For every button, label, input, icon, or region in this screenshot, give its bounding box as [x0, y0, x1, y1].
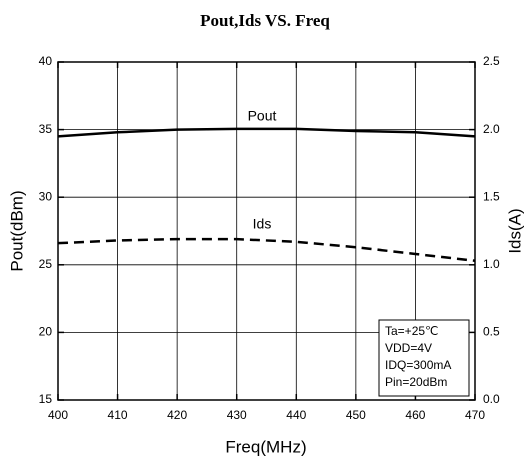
y2-tick-label: 2.5 — [483, 54, 500, 68]
note: VDD=4V — [385, 341, 432, 355]
note: Pin=20dBm — [385, 375, 447, 389]
x-tick-label: 470 — [465, 408, 485, 422]
x-axis-label: Freq(MHz) — [225, 437, 306, 456]
y-tick-label: 20 — [39, 325, 53, 339]
series-line — [57, 127, 476, 138]
y2-tick-label: 0.5 — [483, 325, 500, 339]
y-tick-label: 30 — [39, 189, 53, 203]
y2-tick-label: 1.5 — [483, 189, 500, 203]
x-tick-label: 420 — [167, 408, 187, 422]
y-tick-label: 40 — [39, 54, 53, 68]
series-label: Pout — [248, 108, 277, 124]
plot-frame — [57, 61, 476, 401]
note: IDQ=300mA — [385, 358, 451, 372]
x-tick-label: 440 — [286, 408, 306, 422]
note: Ta=+25℃ — [385, 324, 439, 338]
series-label: Ids — [253, 216, 272, 232]
x-tick-label: 410 — [108, 408, 128, 422]
y2-tick-label: 0.0 — [483, 392, 500, 406]
x-tick-label: 450 — [346, 408, 366, 422]
chart-title: Pout,Ids VS. Freq — [200, 11, 330, 30]
x-tick-label: 400 — [48, 408, 68, 422]
y-tick-label: 25 — [39, 257, 53, 271]
x-tick-label: 460 — [405, 408, 425, 422]
y-axis-label: Pout(dBm) — [7, 190, 26, 271]
series-line — [57, 237, 476, 262]
x-tick-label: 430 — [227, 408, 247, 422]
y2-tick-label: 1.0 — [483, 257, 500, 271]
y2-tick-label: 2.0 — [483, 122, 500, 136]
y-tick-label: 15 — [39, 392, 53, 406]
y2-axis-label: Ids(A) — [505, 208, 524, 253]
note-box — [378, 319, 470, 397]
y-tick-label: 35 — [39, 122, 53, 136]
